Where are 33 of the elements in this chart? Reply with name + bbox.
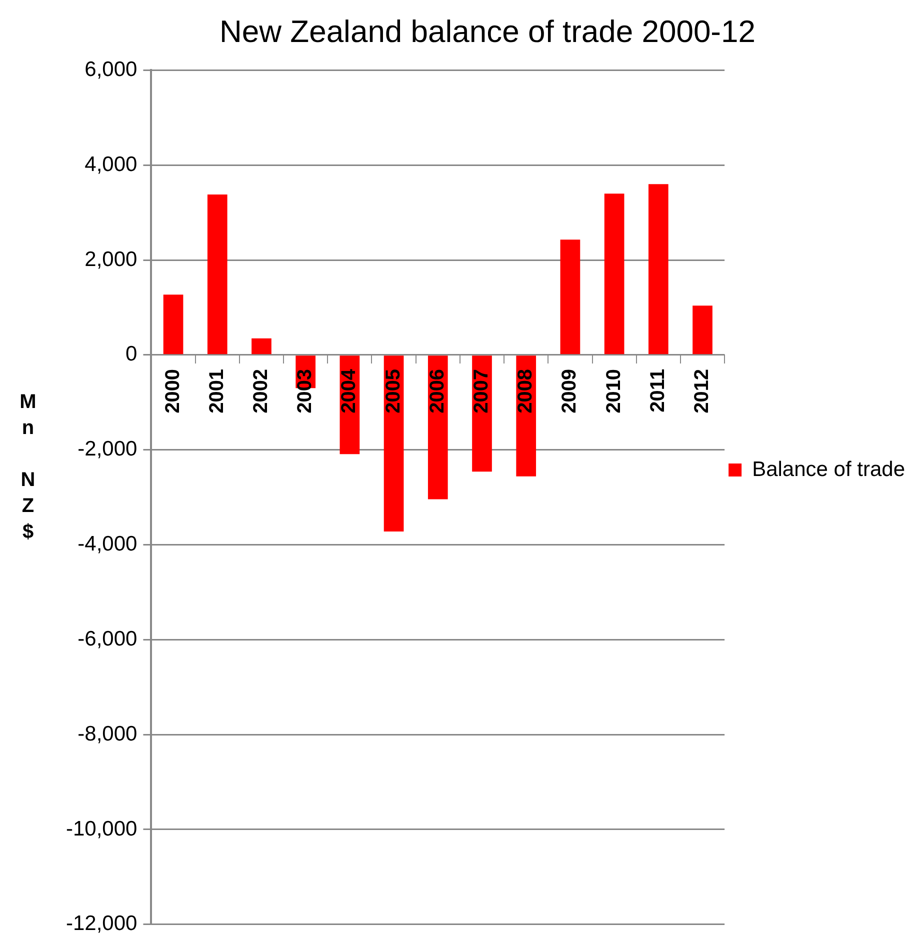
y-tick-label: 0 (126, 342, 138, 366)
bar (163, 294, 184, 354)
bar (207, 194, 228, 354)
x-tick-label: 2006 (426, 368, 448, 414)
x-tick-label: 2008 (514, 368, 537, 414)
y-tick-label: 2,000 (84, 248, 138, 271)
bar (604, 194, 624, 354)
y-tick-label: -4,000 (78, 532, 138, 556)
y-tick-label: -6,000 (78, 627, 138, 650)
y-tick-label: -10,000 (66, 817, 138, 840)
x-tick-label: 2010 (602, 368, 625, 414)
x-tick-label: 2011 (646, 368, 669, 412)
bar (648, 184, 668, 354)
x-tick-label: 2012 (691, 368, 714, 414)
y-tick-label: -12,000 (66, 912, 138, 936)
x-tick-label: 2000 (162, 368, 184, 414)
y-tick-label: -2,000 (78, 438, 138, 461)
chart-title: New Zealand balance of trade 2000-12 (220, 14, 756, 50)
x-tick-label: 2004 (338, 368, 360, 414)
x-tick-label: 2002 (250, 368, 272, 414)
bar (252, 338, 272, 354)
x-tick-label: 2005 (382, 368, 404, 414)
x-tick-label: 2009 (558, 368, 581, 414)
x-tick-label: 2001 (206, 368, 228, 414)
legend-label: Balance of trade (752, 458, 905, 481)
x-tick-label: 2007 (470, 368, 493, 414)
bar (692, 306, 712, 354)
text: Mn NZ$ (20, 390, 36, 543)
y-tick-label: 4,000 (84, 152, 138, 176)
x-tick-label: 2003 (294, 368, 316, 414)
y-tick-label: 6,000 (84, 58, 138, 81)
bar (560, 240, 580, 354)
y-tick-label: -8,000 (78, 722, 138, 746)
